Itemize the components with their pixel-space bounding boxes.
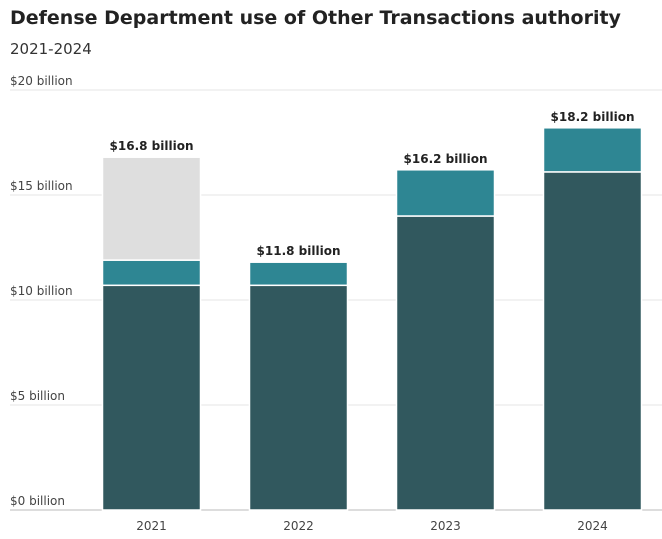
total-label: $18.2 billion — [551, 110, 635, 124]
chart-subtitle: 2021-2024 — [10, 40, 92, 58]
total-label: $16.2 billion — [404, 152, 488, 166]
x-tick-label: 2022 — [283, 519, 314, 533]
y-tick-label: $20 billion — [10, 74, 73, 88]
bar-segment — [542, 171, 643, 511]
y-tick-label: $5 billion — [10, 389, 65, 403]
bar-segment — [248, 284, 349, 511]
bar-segment — [542, 127, 643, 173]
y-tick-label: $0 billion — [10, 494, 65, 508]
x-tick-label: 2021 — [136, 519, 167, 533]
bar-segment — [101, 156, 202, 261]
bar-segment — [101, 284, 202, 511]
chart-title: Defense Department use of Other Transact… — [10, 7, 622, 29]
bar-segment — [248, 261, 349, 287]
y-tick-label: $10 billion — [10, 284, 73, 298]
total-label: $11.8 billion — [257, 244, 341, 258]
x-tick-label: 2024 — [577, 519, 608, 533]
bar-segment — [101, 259, 202, 287]
x-tick-label: 2023 — [430, 519, 461, 533]
bar-segment — [395, 215, 496, 511]
bar-segment — [395, 169, 496, 217]
y-tick-label: $15 billion — [10, 179, 73, 193]
total-label: $16.8 billion — [110, 139, 194, 153]
